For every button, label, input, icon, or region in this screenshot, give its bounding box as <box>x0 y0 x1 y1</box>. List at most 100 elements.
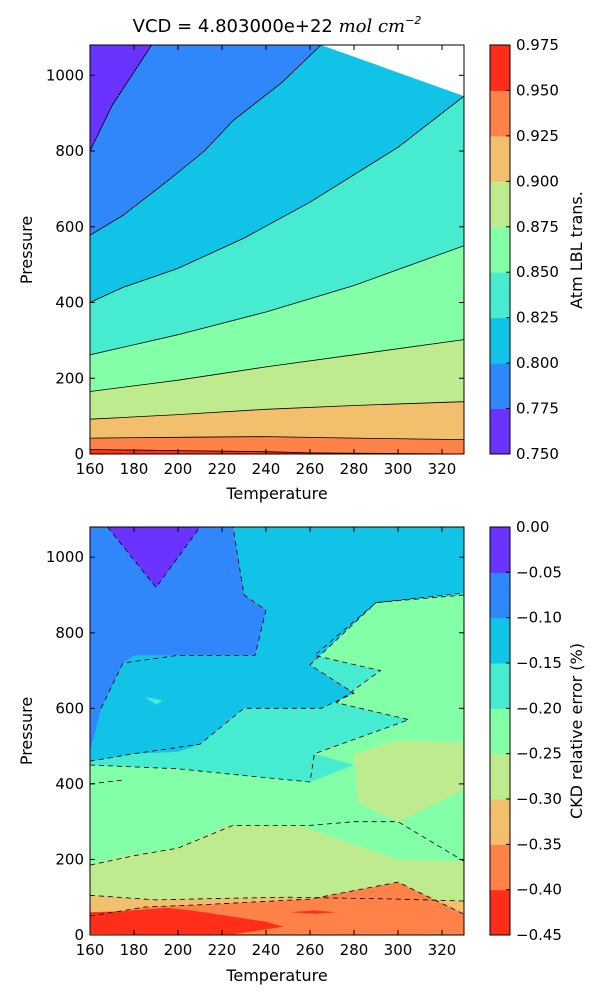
colorbar-segment <box>490 844 510 891</box>
colorbar-segment <box>490 317 510 364</box>
contour-region-10 <box>90 527 266 752</box>
colorbar-segment <box>490 527 510 573</box>
colorbar-tick-label: −0.40 <box>516 881 562 899</box>
bottom-axes-frame <box>89 526 465 936</box>
top-y-axis: 0 200 400 600 800 1000 <box>46 66 464 463</box>
colorbar-tick-label: −0.35 <box>516 835 562 853</box>
colorbar-tick-label: −0.10 <box>516 609 562 627</box>
y-tick-label: 800 <box>55 142 84 160</box>
colorbar-tick-label: 0.775 <box>516 400 559 418</box>
x-tick-label: 160 <box>76 941 105 959</box>
contour-line-2 <box>90 881 464 917</box>
contour-band-2 <box>90 401 464 440</box>
bottom-colorbar: 0.00 −0.05 −0.10 −0.15 −0.20 −0.25 −0.30 −0.35 −… <box>489 518 562 944</box>
contour-band-3 <box>90 339 464 420</box>
bottom-x-axis-label: Temperature <box>225 966 327 985</box>
colorbar-segment <box>490 799 510 845</box>
colorbar-tick-label: −0.20 <box>516 699 562 717</box>
contour-line-7 <box>90 45 322 236</box>
contour-line-6 <box>90 95 464 303</box>
contour-line-0 <box>90 821 464 866</box>
y-tick-label: 200 <box>55 850 84 868</box>
bottom-colorbar-label: CKD relative error (%) <box>567 643 586 819</box>
colorbar-segment <box>490 272 510 319</box>
top-x-axis: 160 180 200 220 240 260 280 300 320 <box>76 45 456 478</box>
colorbar-segment <box>490 889 510 936</box>
colorbar-tick-label: 0.950 <box>516 81 559 99</box>
colorbar-segment <box>490 181 510 228</box>
colorbar-tick-label: 0.800 <box>516 354 559 372</box>
contour-line-4 <box>90 592 464 762</box>
contour-region-6 <box>290 910 337 914</box>
contour-line-1 <box>90 894 464 902</box>
top-plot-area <box>89 44 465 455</box>
contour-region-5 <box>90 907 284 935</box>
colorbar-segment <box>490 226 510 273</box>
colorbar-tick-label: 0.875 <box>516 218 559 236</box>
contour-region-11 <box>107 527 200 588</box>
x-tick-label: 260 <box>296 460 325 478</box>
colorbar-tick-label: −0.05 <box>516 563 562 581</box>
x-tick-label: 220 <box>208 460 237 478</box>
top-y-axis-label: Pressure <box>17 216 36 284</box>
contour-region-9 <box>145 697 163 705</box>
contour-line-7 <box>90 779 124 785</box>
top-contour-fills <box>90 45 464 454</box>
contour-line-5 <box>90 245 464 356</box>
y-tick-label: 0 <box>74 926 84 944</box>
colorbar-segment <box>490 408 510 455</box>
y-tick-label: 1000 <box>46 66 84 84</box>
contour-region-2 <box>354 740 464 822</box>
top-contour-lines <box>90 45 464 454</box>
contour-line-3 <box>90 401 464 420</box>
top-axes-frame <box>89 44 465 455</box>
top-colorbar-label: Atm LBL trans. <box>567 191 586 309</box>
bottom-plot-area <box>89 526 465 936</box>
x-tick-label: 200 <box>164 460 193 478</box>
bottom-contour-fills <box>90 527 464 935</box>
x-tick-label: 180 <box>120 941 149 959</box>
contour-line-4 <box>90 339 464 392</box>
bottom-x-axis: 160 180 200 220 240 260 280 300 320 <box>76 527 456 959</box>
colorbar-tick-label: −0.45 <box>516 926 562 944</box>
colorbar-segment <box>490 708 510 755</box>
y-tick-label: 0 <box>74 445 84 463</box>
colorbar-tick-label: 0.00 <box>516 518 549 536</box>
contour-band-0 <box>90 449 464 454</box>
colorbar-tick-label: 0.850 <box>516 263 559 281</box>
x-tick-label: 240 <box>252 941 281 959</box>
contour-band-7 <box>90 45 321 236</box>
x-tick-label: 180 <box>120 460 149 478</box>
contour-band-8 <box>90 45 464 151</box>
contour-band-4 <box>90 245 464 392</box>
contour-band-5 <box>90 96 464 355</box>
x-tick-label: 240 <box>252 460 281 478</box>
colorbar-tick-label: 0.925 <box>516 127 559 145</box>
bottom-panel: 160 180 200 220 240 260 280 300 320 0 200 400 600 80… <box>17 518 586 985</box>
colorbar-frame <box>489 44 511 455</box>
bottom-contour-lines <box>90 527 464 917</box>
colorbar-segment <box>490 90 510 137</box>
colorbar-segment <box>490 572 510 619</box>
contour-line-8 <box>90 45 152 152</box>
x-tick-label: 280 <box>340 941 369 959</box>
colorbar-frame <box>489 526 511 936</box>
contour-band-6 <box>90 45 464 303</box>
x-tick-label: 300 <box>384 460 413 478</box>
contour-band-1 <box>90 436 464 454</box>
contour-line-5 <box>100 527 267 709</box>
contour-line-6 <box>107 527 201 589</box>
colorbar-segment <box>490 753 510 800</box>
colorbar-segment <box>490 617 510 664</box>
bottom-y-axis-label: Pressure <box>17 697 36 765</box>
y-tick-label: 600 <box>55 699 84 717</box>
bottom-y-axis: 0 200 400 600 800 1000 <box>46 548 464 944</box>
colorbar-segment <box>490 663 510 709</box>
x-tick-label: 300 <box>384 941 413 959</box>
x-tick-label: 260 <box>296 941 325 959</box>
x-tick-label: 220 <box>208 941 237 959</box>
colorbar-segment <box>490 45 510 91</box>
x-tick-label: 200 <box>164 941 193 959</box>
colorbar-segment <box>490 363 510 410</box>
